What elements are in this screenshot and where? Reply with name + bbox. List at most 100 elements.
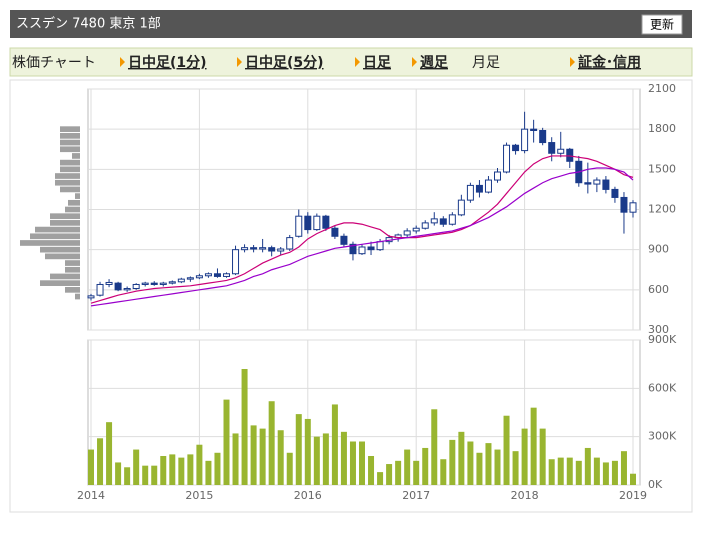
volume-bar bbox=[322, 433, 329, 485]
y-tick-label: 0K bbox=[648, 478, 663, 491]
candle-body bbox=[349, 243, 357, 255]
tab-label[interactable]: 日中足(1分) bbox=[128, 54, 207, 71]
candle-body bbox=[340, 235, 348, 245]
volume-bar bbox=[277, 430, 284, 485]
volume-profile-bar bbox=[65, 266, 80, 273]
volume-bar bbox=[557, 457, 564, 485]
volume-bar bbox=[611, 460, 618, 485]
volume-bar bbox=[431, 409, 438, 485]
volume-bar bbox=[539, 428, 546, 485]
candle-body bbox=[286, 237, 294, 250]
chart-frame bbox=[9, 79, 693, 513]
volume-bar bbox=[349, 441, 356, 485]
volume-bar bbox=[232, 433, 239, 485]
candle-body bbox=[132, 283, 140, 289]
volume-profile-bar bbox=[60, 159, 80, 166]
volume-bar bbox=[214, 452, 221, 485]
volume-bar bbox=[566, 457, 573, 485]
volume-profile-bar bbox=[60, 126, 80, 133]
candle-body bbox=[593, 179, 601, 185]
volume-profile-bar bbox=[55, 179, 80, 186]
candle-body bbox=[629, 202, 637, 213]
candle-body bbox=[484, 179, 492, 193]
volume-profile-bar bbox=[60, 139, 80, 146]
candle-body bbox=[250, 247, 258, 250]
volume-bar bbox=[476, 452, 483, 485]
y-tick-label: 300 bbox=[648, 323, 669, 336]
candle-body bbox=[448, 214, 456, 225]
volume-bar bbox=[503, 415, 510, 485]
volume-bar bbox=[530, 407, 537, 485]
volume-bar bbox=[584, 447, 591, 485]
tab-label[interactable]: 週足 bbox=[420, 55, 449, 71]
tab-arrow bbox=[412, 57, 417, 67]
volume-profile-bar bbox=[60, 133, 80, 139]
y-tick-label: 2100 bbox=[648, 82, 676, 95]
volume-profile-bar bbox=[40, 280, 80, 286]
candle-body bbox=[123, 287, 131, 291]
candle-body bbox=[313, 215, 321, 231]
candle-body bbox=[620, 196, 628, 213]
volume-bar bbox=[359, 441, 365, 485]
volume-profile-bar bbox=[55, 173, 80, 179]
volume-profile-bar bbox=[60, 186, 80, 193]
candle-body bbox=[177, 278, 185, 283]
volume-bar bbox=[395, 460, 402, 485]
x-tick-label: 2015 bbox=[185, 489, 213, 502]
candle-body bbox=[566, 148, 574, 162]
candle-body bbox=[376, 241, 384, 251]
volume-profile-bar bbox=[75, 193, 80, 199]
candle-body bbox=[223, 273, 230, 277]
volume-bar bbox=[106, 422, 113, 485]
x-tick-label: 2014 bbox=[77, 489, 105, 502]
candle-body bbox=[259, 247, 267, 250]
candle-body bbox=[277, 248, 285, 252]
candle-body bbox=[232, 249, 240, 275]
volume-bar bbox=[196, 444, 203, 485]
header-title: ススデン 7480 東京 1部 bbox=[16, 16, 161, 32]
y-tick-label: 1800 bbox=[648, 122, 676, 135]
refresh-button[interactable] bbox=[641, 14, 683, 35]
volume-bar bbox=[449, 439, 456, 485]
refresh-label[interactable]: 更新 bbox=[650, 17, 674, 32]
candle-body bbox=[611, 188, 619, 198]
candle-body bbox=[168, 281, 176, 284]
volume-bar bbox=[250, 425, 257, 485]
volume-bar bbox=[169, 454, 176, 485]
y-tick-label: 900 bbox=[648, 243, 669, 256]
volume-profile-bar bbox=[35, 226, 80, 233]
tab-label[interactable]: 日中足(5分) bbox=[245, 54, 324, 71]
volume-bar bbox=[630, 473, 636, 485]
candle-body bbox=[539, 130, 547, 144]
candle-body bbox=[295, 215, 303, 237]
volume-bar bbox=[286, 452, 293, 485]
y-tick-label: 600 bbox=[648, 283, 669, 296]
volume-bar bbox=[205, 460, 212, 485]
candle-body bbox=[159, 282, 167, 285]
tab-label[interactable]: 証金･信用 bbox=[578, 54, 641, 71]
volume-bar bbox=[602, 462, 609, 485]
candle-body bbox=[304, 215, 312, 231]
volume-bar bbox=[88, 449, 94, 485]
candle-body bbox=[494, 171, 501, 181]
y-tick-label: 1500 bbox=[648, 162, 676, 175]
tab-label[interactable]: 日足 bbox=[363, 55, 392, 71]
candle-body bbox=[358, 246, 366, 255]
tab-arrow bbox=[570, 57, 575, 67]
volume-profile-bar bbox=[75, 293, 80, 300]
tab-arrow bbox=[237, 57, 242, 67]
candle-body bbox=[195, 275, 203, 279]
candle-body bbox=[186, 277, 194, 280]
volume-profile-bar bbox=[50, 213, 80, 220]
volume-bar bbox=[178, 457, 185, 485]
candle-body bbox=[87, 295, 95, 299]
volume-profile-bar bbox=[72, 153, 80, 159]
y-tick-label: 600K bbox=[648, 381, 677, 394]
volume-bar bbox=[368, 456, 375, 485]
candle-body bbox=[475, 184, 483, 193]
tab-label: 株価チャート bbox=[12, 55, 96, 71]
volume-profile-bar bbox=[60, 166, 80, 173]
candle-body bbox=[430, 218, 438, 224]
volume-profile-bar bbox=[65, 286, 80, 293]
